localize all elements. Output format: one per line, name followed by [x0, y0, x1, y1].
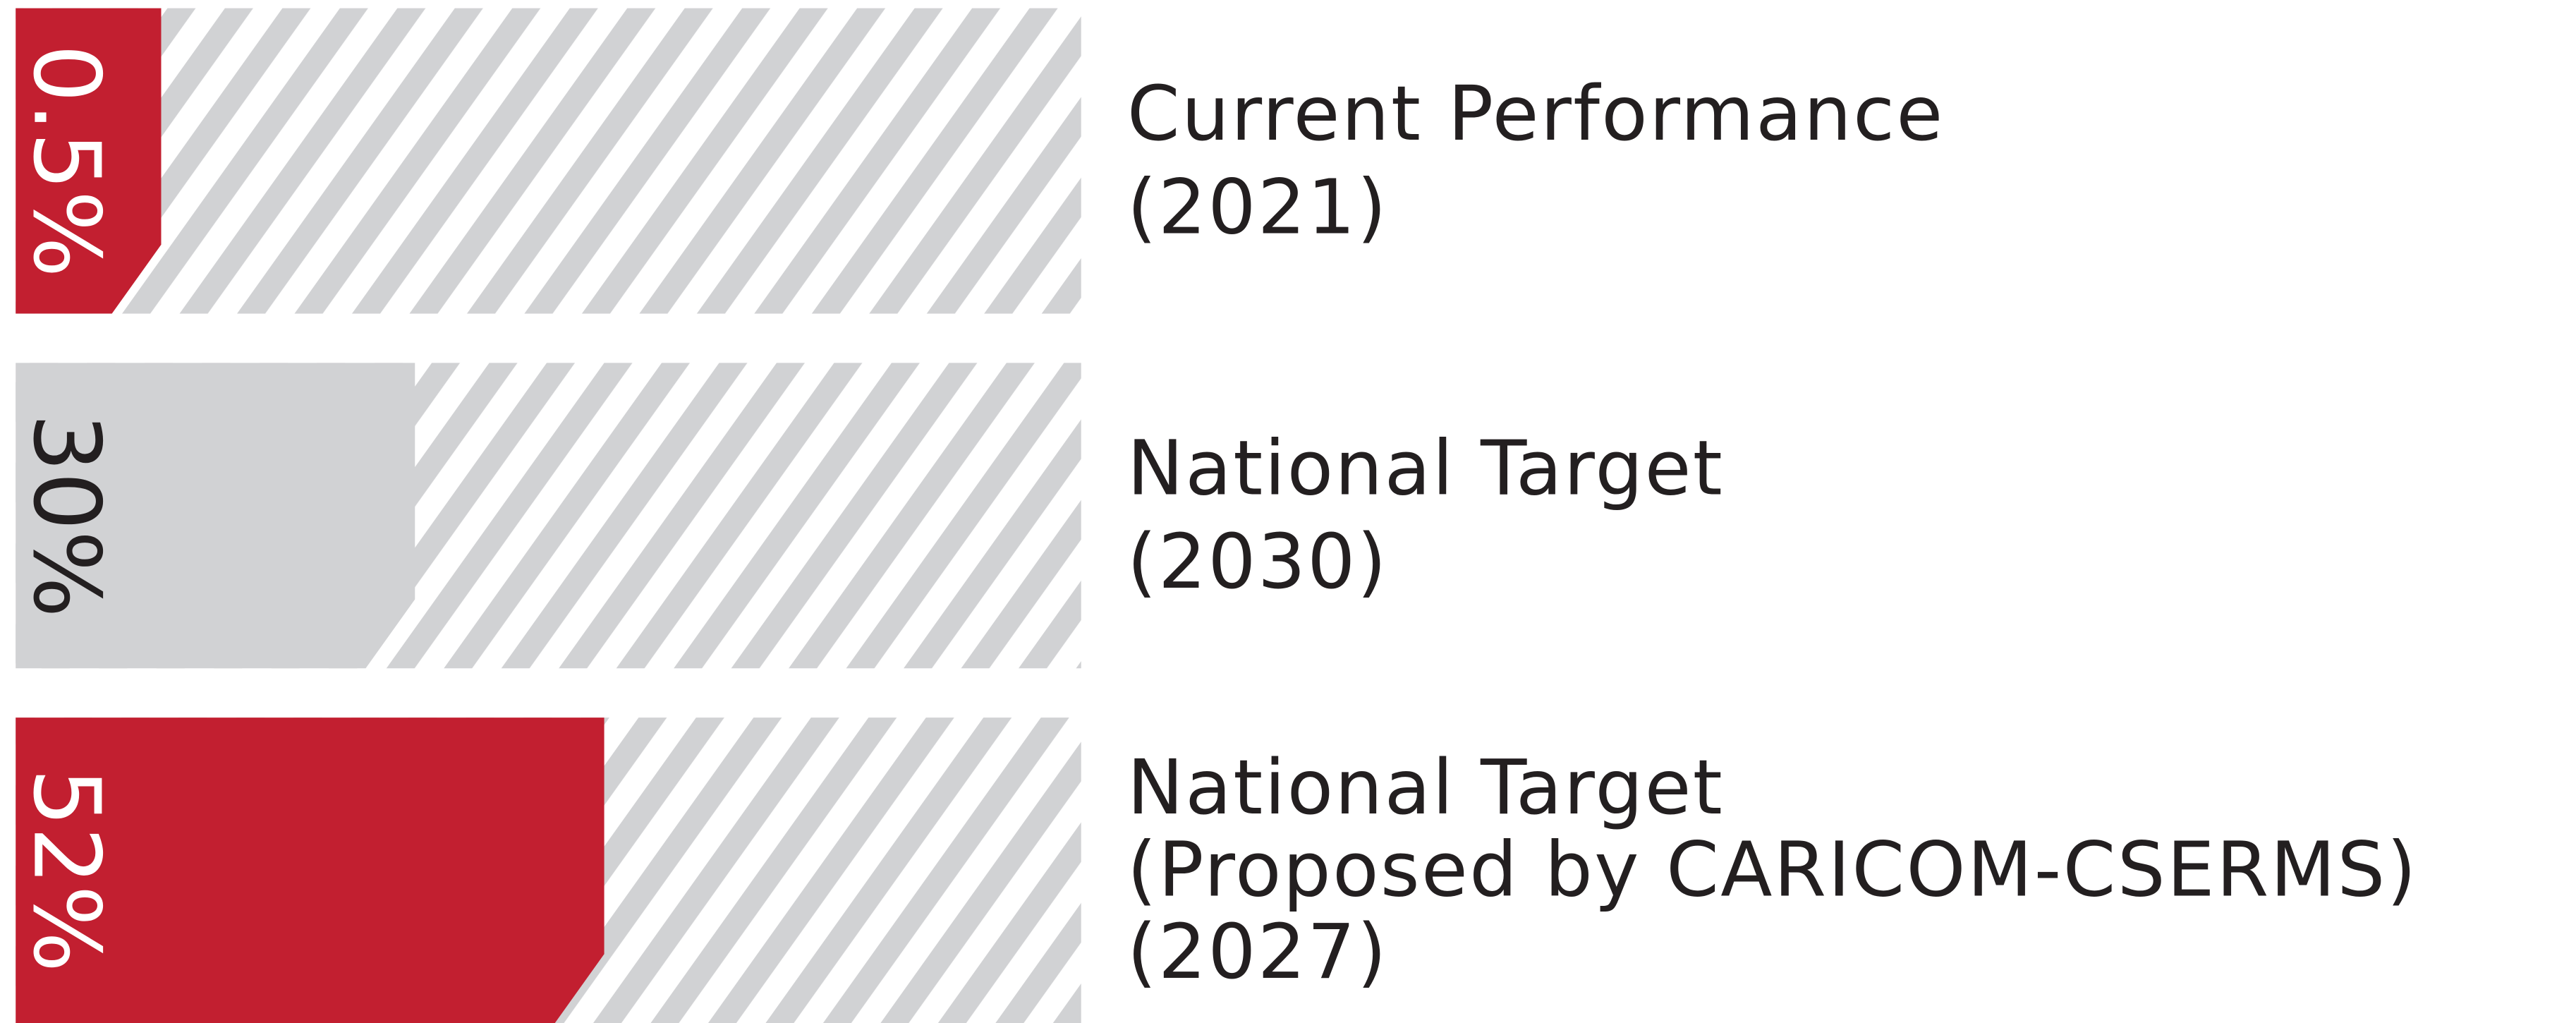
bar [16, 8, 162, 314]
category-label: Current Performance [1127, 71, 1945, 158]
category-label: National Target [1127, 744, 1724, 832]
category-label: National Target [1127, 425, 1724, 512]
bar [16, 718, 604, 1023]
category-label: (2027) [1127, 909, 1388, 996]
value-label: 52% [13, 768, 120, 973]
bar [16, 363, 415, 669]
category-label: (Proposed by CARICOM-CSERMS) [1127, 827, 2418, 914]
bar-track [16, 8, 1081, 314]
category-label: (2021) [1127, 164, 1388, 251]
category-label: (2030) [1127, 519, 1388, 606]
value-label: 0.5% [13, 44, 120, 278]
value-label: 30% [13, 413, 120, 618]
